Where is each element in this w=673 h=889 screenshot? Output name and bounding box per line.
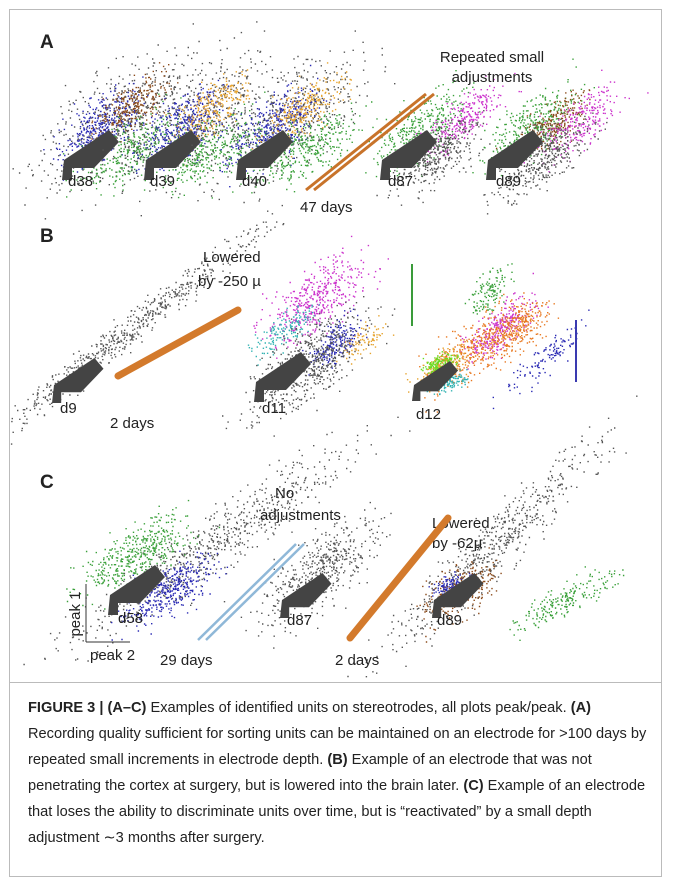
caption: FIGURE 3 | (A–C) Examples of identified … [28,695,648,851]
scatter-illustrations [10,21,649,678]
annotation: No [275,485,294,502]
dense-core [412,361,458,401]
caption-text: Example of an electrode that loses the a… [28,778,646,846]
dot-cloud [460,272,549,370]
stripe [197,543,297,641]
annotation: adjustments [452,69,533,86]
day-label: d87 [388,173,413,190]
day-label: d9 [60,400,77,417]
annotation: Repeated small [440,49,544,66]
annotation: Lowered [203,249,261,266]
caption-text: FIGURE 3 | (A–C) [28,700,147,716]
dot-cloud [165,69,251,167]
day-label: d87 [287,612,312,629]
dense-core [144,130,201,180]
dot-cloud [483,112,608,215]
caption-text: Examples of identified units on stereotr… [146,700,571,716]
interval: 2 days [110,415,154,432]
separator [10,682,661,683]
stripe [305,92,427,192]
dot-cloud [464,263,515,315]
dot-cloud [420,351,461,374]
stripe [114,306,242,380]
dot-cloud [495,89,591,160]
panel-label: B [40,226,54,247]
dot-cloud [251,62,352,158]
annotation: adjustments [260,507,341,524]
day-label: d12 [416,406,441,423]
day-label: d11 [262,400,286,417]
figure-panels: A Repeated small adjustments 47 days d38… [10,21,649,678]
dense-core [280,573,332,618]
caption-text: (A) [570,700,591,716]
day-label: d58 [118,610,143,627]
interval: 47 days [300,199,353,216]
stripe [313,92,435,192]
dot-cloud [300,308,369,376]
caption-text: (B) [327,752,348,768]
annotation: by -250 µ [198,273,261,290]
dense-core [62,130,119,180]
annotation: by -62µ [432,535,483,552]
figure: A Repeated small adjustments 47 days d38… [9,9,662,877]
interval: 29 days [160,652,213,669]
dense-core [254,352,311,402]
dot-cloud [509,566,625,641]
dense-core [486,130,543,180]
dense-core [236,130,293,180]
day-label: d39 [150,173,175,190]
day-label: d89 [496,173,521,190]
panel-label: C [40,472,54,493]
dot-cloud [218,64,332,188]
panel-label: A [40,32,54,53]
dense-core [108,565,165,615]
dot-cloud [347,395,638,678]
dot-cloud [523,69,649,173]
dot-cloud [43,76,155,181]
dense-core [432,573,484,618]
caption-text: Example of an electrode that was not pen… [28,752,592,794]
caption-text: (C) [463,778,484,794]
axis-label: peak 2 [90,647,135,664]
day-label: d38 [68,173,93,190]
day-label: d89 [437,612,462,629]
stripe [346,514,452,642]
day-label: d40 [242,173,267,190]
interval: 2 days [335,652,379,669]
axis-label: peak 1 [67,591,84,636]
caption-text: Recording quality sufficient for sorting… [28,726,647,768]
dot-cloud [413,293,529,413]
dot-cloud [10,176,324,445]
stripe [205,543,305,641]
dense-core [380,130,437,180]
dense-core [52,358,104,403]
